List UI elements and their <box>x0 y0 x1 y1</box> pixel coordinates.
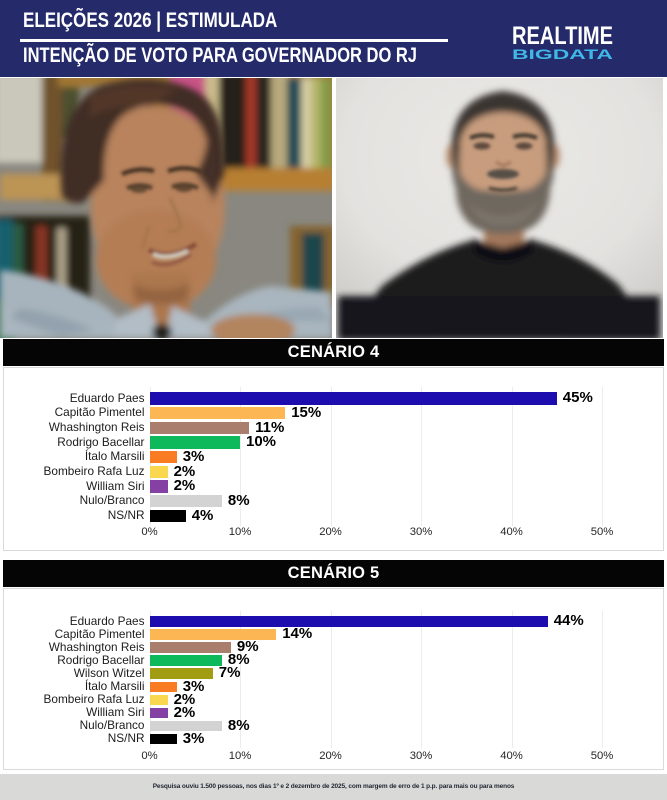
svg-text:REALTIME: REALTIME <box>512 22 613 50</box>
svg-text:BIGDATA: BIGDATA <box>512 46 613 62</box>
